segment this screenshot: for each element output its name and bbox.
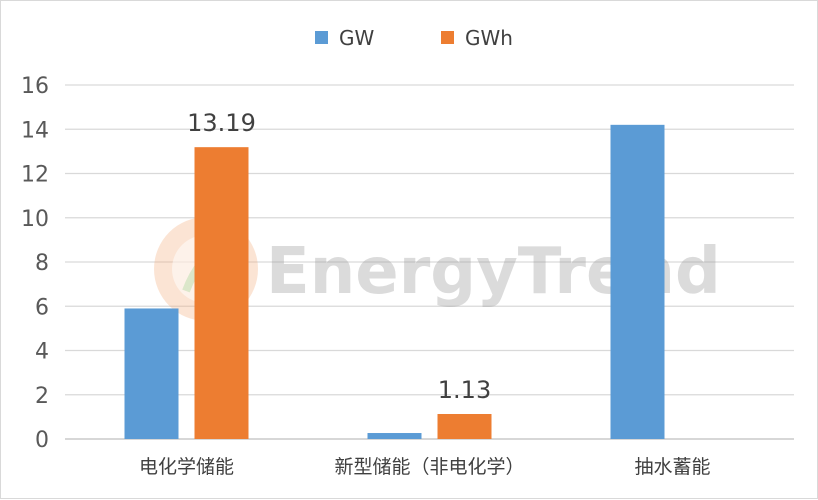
legend-label-gwh: GWh bbox=[465, 26, 513, 50]
y-tick-label: 16 bbox=[21, 74, 49, 99]
x-axis-categories: 电化学储能 新型储能（非电化学） 抽水蓄能 bbox=[139, 456, 711, 478]
bars bbox=[124, 124, 665, 439]
x-category-label: 电化学储能 bbox=[139, 456, 234, 478]
x-category-label: 新型储能（非电化学） bbox=[334, 456, 524, 478]
y-tick-label: 2 bbox=[35, 384, 49, 409]
bar-gw-2 bbox=[610, 124, 665, 439]
y-tick-label: 14 bbox=[21, 118, 49, 143]
legend-swatch-gw bbox=[315, 31, 328, 44]
x-category-label: 抽水蓄能 bbox=[634, 456, 710, 478]
y-axis-ticks: 0 2 4 6 8 10 12 14 16 bbox=[21, 74, 49, 453]
legend: GW GWh bbox=[315, 26, 513, 50]
y-tick-label: 8 bbox=[35, 251, 49, 276]
y-tick-label: 10 bbox=[21, 207, 49, 232]
bar-gw-0 bbox=[124, 308, 179, 439]
y-tick-label: 6 bbox=[35, 295, 49, 320]
bar-gwh-0 bbox=[194, 147, 249, 439]
legend-label-gw: GW bbox=[339, 26, 374, 50]
bar-gwh-1 bbox=[437, 413, 492, 439]
y-tick-label: 0 bbox=[35, 428, 49, 453]
y-tick-label: 4 bbox=[35, 340, 49, 365]
y-tick-label: 12 bbox=[21, 163, 49, 188]
data-label: 13.19 bbox=[187, 109, 256, 137]
data-labels: 13.19 1.13 bbox=[187, 109, 491, 404]
data-label: 1.13 bbox=[438, 376, 491, 404]
bar-gw-1 bbox=[367, 433, 422, 439]
legend-swatch-gwh bbox=[441, 31, 454, 44]
